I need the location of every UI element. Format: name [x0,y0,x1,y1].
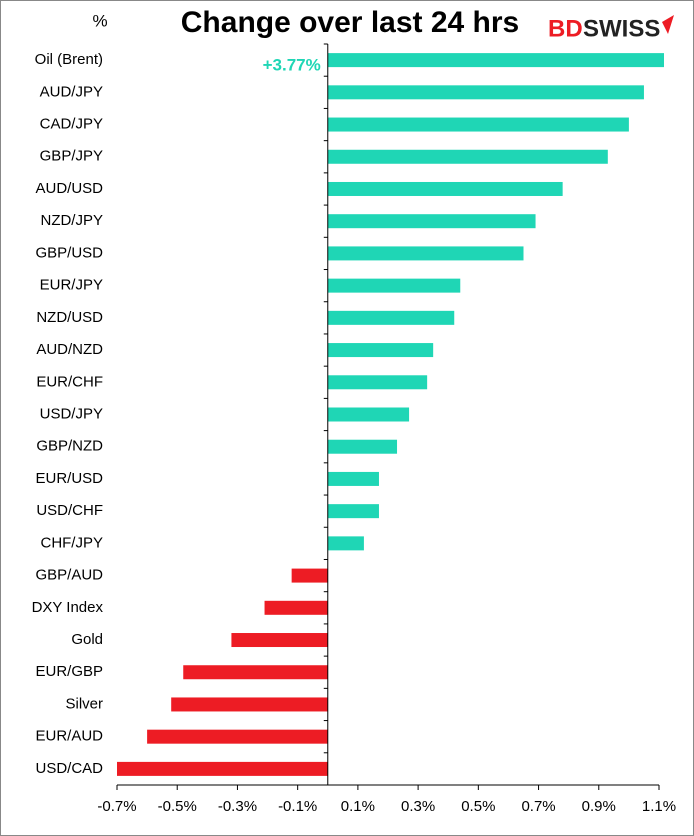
y-tick-label: AUD/JPY [40,83,103,100]
y-tick-label: NZD/JPY [40,212,103,229]
y-tick-label: Silver [65,695,103,712]
x-tick-label: -0.1% [278,798,317,815]
y-tick-label: GBP/JPY [40,148,103,165]
x-tick-label: 0.7% [521,798,555,815]
bar [327,85,644,100]
bar [327,246,524,261]
bar [291,568,328,583]
bar [327,471,379,486]
x-tick-label: 0.5% [461,798,495,815]
y-tick-label: EUR/JPY [40,277,103,294]
y-tick-label: CAD/JPY [40,116,103,133]
y-tick-label: NZD/USD [36,309,103,326]
logo-mark [662,15,674,34]
y-tick-label: GBP/NZD [36,438,103,455]
y-tick-label: CHF/JPY [40,534,103,551]
bar [327,343,434,358]
bar [264,600,328,615]
x-tick-label: 1.1% [642,798,676,815]
bar [327,504,379,519]
chart-title: Change over last 24 hrs [181,6,519,39]
bar [327,117,629,132]
y-tick-label: AUD/USD [35,180,103,197]
y-tick-label: GBP/USD [35,244,103,261]
bar [327,214,536,229]
bar [327,310,455,325]
y-tick-label: USD/CAD [35,760,103,777]
bar [327,278,461,293]
x-tick-label: 0.9% [582,798,616,815]
bar [147,729,328,744]
y-tick-label: AUD/NZD [36,341,103,358]
y-tick-label: Oil (Brent) [35,51,103,68]
y-tick-label: Gold [71,631,103,648]
y-tick-label: USD/CHF [36,502,103,519]
bar [327,407,410,422]
y-tick-label: EUR/AUD [35,728,103,745]
bar [327,536,364,551]
plot-area [117,53,664,776]
x-tick-label: -0.5% [158,798,197,815]
bar [231,633,328,648]
y-tick-label: GBP/AUD [35,567,103,584]
y-tick-label: EUR/USD [35,470,103,487]
bar [327,375,428,390]
y-tick-label: EUR/GBP [35,663,103,680]
y-tick-label: USD/JPY [40,405,103,422]
value-label: +3.77% [263,56,321,75]
y-tick-label: EUR/CHF [36,373,103,390]
logo-swiss: SWISS [583,15,660,42]
x-tick-label: 0.3% [401,798,435,815]
x-tick-label: -0.3% [218,798,257,815]
y-tick-label: DXY Index [32,599,104,616]
bar [327,53,664,68]
logo-bd: BD [548,15,583,42]
bar [327,181,563,196]
bar [327,439,398,454]
bar [171,697,328,712]
bar [117,761,328,776]
x-tick-label: 0.1% [341,798,375,815]
bar [183,665,328,680]
x-tick-label: -0.7% [97,798,136,815]
bar [327,149,608,164]
unit-label: % [92,11,107,30]
